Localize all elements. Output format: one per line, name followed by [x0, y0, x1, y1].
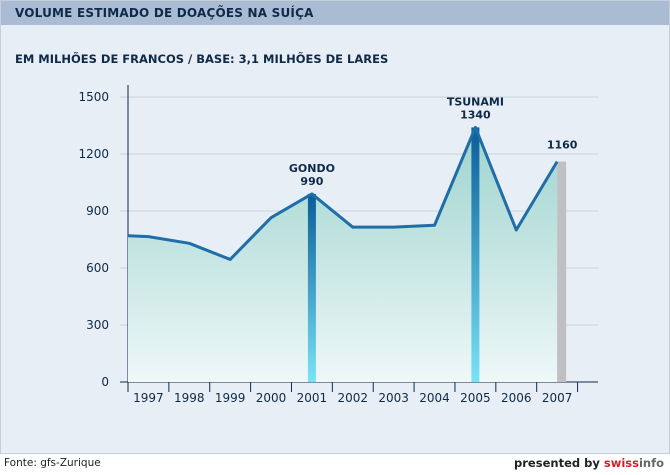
chart-frame: VOLUME ESTIMADO DE DOAÇÕES NA SUÍÇA EM M…	[0, 0, 670, 454]
y-tick-label-900: 900	[86, 204, 109, 218]
brand-logo-info: info	[638, 456, 664, 470]
y-tick-label-1500: 1500	[78, 90, 109, 104]
x-tick-label-2002: 2002	[338, 391, 369, 405]
brand-logo-swiss: swiss	[603, 456, 639, 470]
x-tick-label-1997: 1997	[133, 391, 164, 405]
x-tick-label-2005: 2005	[460, 391, 491, 405]
y-tick-label-600: 600	[86, 261, 109, 275]
spike-gondo	[307, 193, 316, 382]
presented-by-text: presented by	[514, 456, 604, 470]
x-tick-label-2000: 2000	[256, 391, 287, 405]
x-tick-label-2003: 2003	[378, 391, 409, 405]
y-tick-label-300: 300	[86, 318, 109, 332]
source-note: Fonte: gfs-Zurique	[4, 457, 101, 469]
chart-subtitle: EM MILHÕES DE FRANCOS / BASE: 3,1 MILHÕE…	[15, 52, 389, 66]
spike-tsunami	[471, 127, 480, 383]
annotation-label-gondo: GONDO	[289, 162, 335, 175]
x-tick-label-2004: 2004	[419, 391, 450, 405]
annotation-value-tsunami: 1340	[460, 108, 491, 121]
chart-title: VOLUME ESTIMADO DE DOAÇÕES NA SUÍÇA	[15, 6, 314, 20]
y-tick-label-0: 0	[101, 375, 109, 389]
x-tick-label-2007: 2007	[542, 391, 573, 405]
series-line	[127, 125, 559, 261]
presented-by: presented by swissinfo	[514, 456, 664, 470]
annotation-value-2007: 1160	[547, 139, 578, 152]
y-tick-label-1200: 1200	[78, 147, 109, 161]
chart-svg: 0 300 600 900 1200 1500 1997 1998 1999 2000 2001 20…	[78, 85, 598, 405]
x-tick-label-2006: 2006	[501, 391, 532, 405]
x-tick-label-1998: 1998	[174, 391, 205, 405]
annotation-label-tsunami: TSUNAMI	[447, 95, 504, 108]
header-bar: VOLUME ESTIMADO DE DOAÇÕES NA SUÍÇA	[1, 1, 669, 25]
x-tick-label-1999: 1999	[215, 391, 246, 405]
bar-2007	[557, 161, 567, 382]
annotation-value-gondo: 990	[300, 175, 323, 188]
area-fill	[128, 127, 558, 383]
x-tick-label-2001: 2001	[297, 391, 328, 405]
